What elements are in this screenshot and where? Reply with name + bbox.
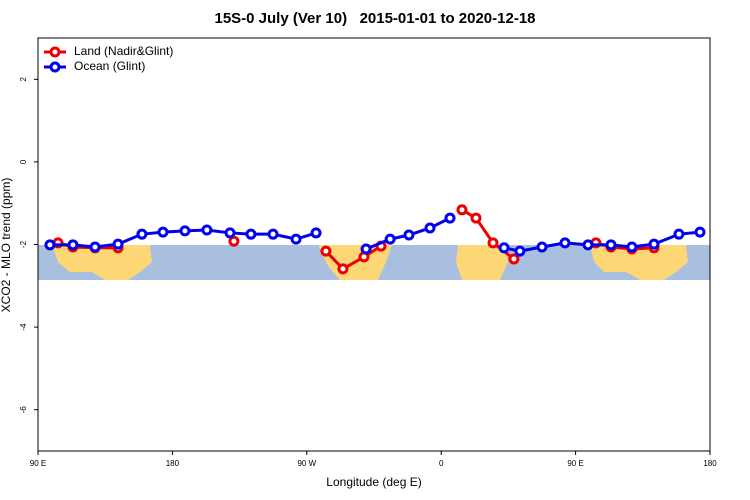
data-point — [456, 204, 468, 216]
data-point — [582, 239, 594, 251]
data-point — [508, 253, 520, 265]
data-point — [157, 226, 169, 238]
data-point — [360, 243, 372, 255]
data-point — [179, 225, 191, 237]
data-point — [559, 237, 571, 249]
data-point — [605, 239, 617, 251]
data-point — [290, 233, 302, 245]
data-point — [136, 228, 148, 240]
data-point — [403, 229, 415, 241]
legend-label: Land (Nadir&Glint) — [74, 44, 173, 58]
data-point — [626, 241, 638, 253]
x-tick-label: 180 — [703, 459, 717, 468]
data-point — [245, 228, 257, 240]
legend-marker — [49, 61, 61, 73]
data-point — [112, 238, 124, 250]
chart-title: 15S-0 July (Ver 10) 2015-01-01 to 2020-1… — [214, 10, 535, 27]
data-point — [310, 227, 322, 239]
y-tick-label: -2 — [19, 240, 28, 248]
data-point — [267, 228, 279, 240]
y-tick-label: -6 — [19, 406, 28, 414]
data-point — [384, 233, 396, 245]
data-point — [228, 235, 240, 247]
data-point — [673, 228, 685, 240]
data-point — [487, 237, 499, 249]
data-point — [89, 241, 101, 253]
x-axis-label: Longitude (deg E) — [326, 475, 421, 489]
x-tick-label: 90 W — [297, 459, 316, 468]
data-point — [514, 245, 526, 257]
data-point — [44, 239, 56, 251]
data-point — [424, 222, 436, 234]
x-tick-label: 90 E — [30, 459, 46, 468]
y-axis-label: XCO2 - MLO trend (ppm) — [0, 178, 13, 313]
data-point — [498, 242, 510, 254]
y-tick-label: 2 — [19, 77, 28, 82]
data-point — [444, 212, 456, 224]
data-point — [694, 226, 706, 238]
data-point — [648, 238, 660, 250]
x-tick-label: 180 — [166, 459, 180, 468]
data-point — [536, 241, 548, 253]
x-tick-label: 90 E — [567, 459, 583, 468]
data-point — [201, 224, 213, 236]
data-point — [320, 245, 332, 257]
legend-label: Ocean (Glint) — [74, 59, 145, 73]
y-tick-label: -4 — [19, 323, 28, 331]
data-point — [224, 227, 236, 239]
data-point — [67, 239, 79, 251]
y-tick-label: 0 — [19, 159, 28, 164]
data-point — [337, 263, 349, 275]
x-tick-label: 0 — [439, 459, 444, 468]
data-point — [470, 212, 482, 224]
legend-marker — [49, 46, 61, 58]
